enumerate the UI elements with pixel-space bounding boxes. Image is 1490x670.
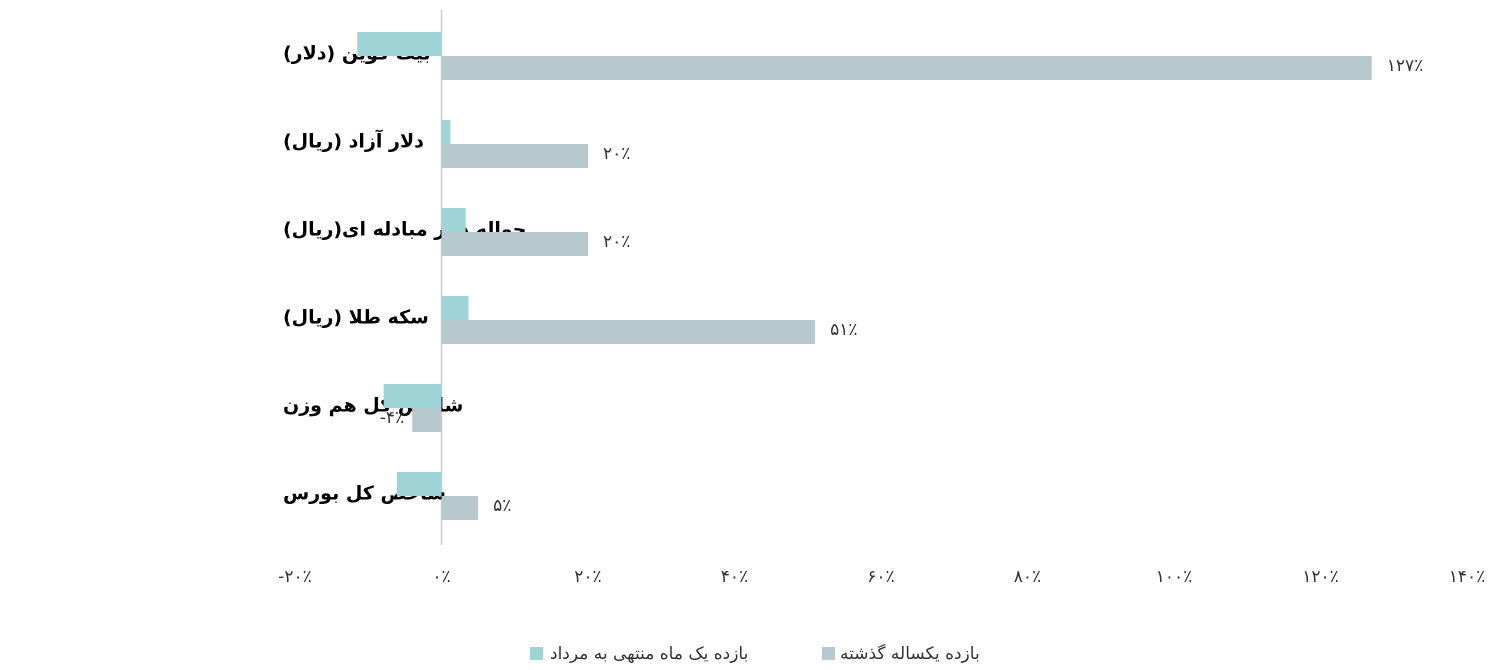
- x-tick-label: ۸۰٪: [1014, 567, 1041, 587]
- bar: [412, 408, 442, 432]
- x-tick-label: ۲۰٪: [574, 567, 601, 587]
- value-label: ۲۰٪: [603, 144, 630, 164]
- x-tick-label: ۱۴۰٪: [1449, 567, 1486, 587]
- legend-label: بازده یکساله گذشته: [840, 643, 980, 664]
- bar: [441, 232, 588, 256]
- x-tick-label: ۶۰٪: [867, 567, 894, 587]
- bar: [396, 472, 442, 496]
- bar: [383, 384, 442, 408]
- x-tick-label: ۱۲۰٪: [1302, 567, 1339, 587]
- value-label: ۵۱٪: [830, 320, 857, 340]
- bar: [357, 32, 442, 56]
- category-label: دلار آزاد (ریال): [283, 129, 424, 153]
- value-label: -۴٪: [380, 408, 404, 428]
- x-tick-label: ۱۰۰٪: [1156, 567, 1193, 587]
- x-tick-label: -۲۰٪: [278, 567, 312, 587]
- bar: [441, 144, 588, 168]
- legend-swatch: [822, 647, 835, 660]
- legend-swatch: [530, 647, 543, 660]
- bar: [441, 208, 466, 232]
- x-tick-label: ۴۰٪: [721, 567, 748, 587]
- bar: [441, 496, 479, 520]
- value-label: ۲۰٪: [603, 232, 630, 252]
- bar: [441, 120, 451, 144]
- legend-label: بازده یک ماه منتهی به مرداد: [550, 644, 748, 664]
- bar: [441, 296, 469, 320]
- x-tick-label: ۰٪: [432, 567, 450, 587]
- value-label: ۱۲۷٪: [1387, 56, 1424, 76]
- value-label: ۵٪: [493, 496, 511, 516]
- bar: [441, 56, 1372, 80]
- bar: [441, 320, 816, 344]
- category-label: سکه طلا (ریال): [283, 307, 429, 329]
